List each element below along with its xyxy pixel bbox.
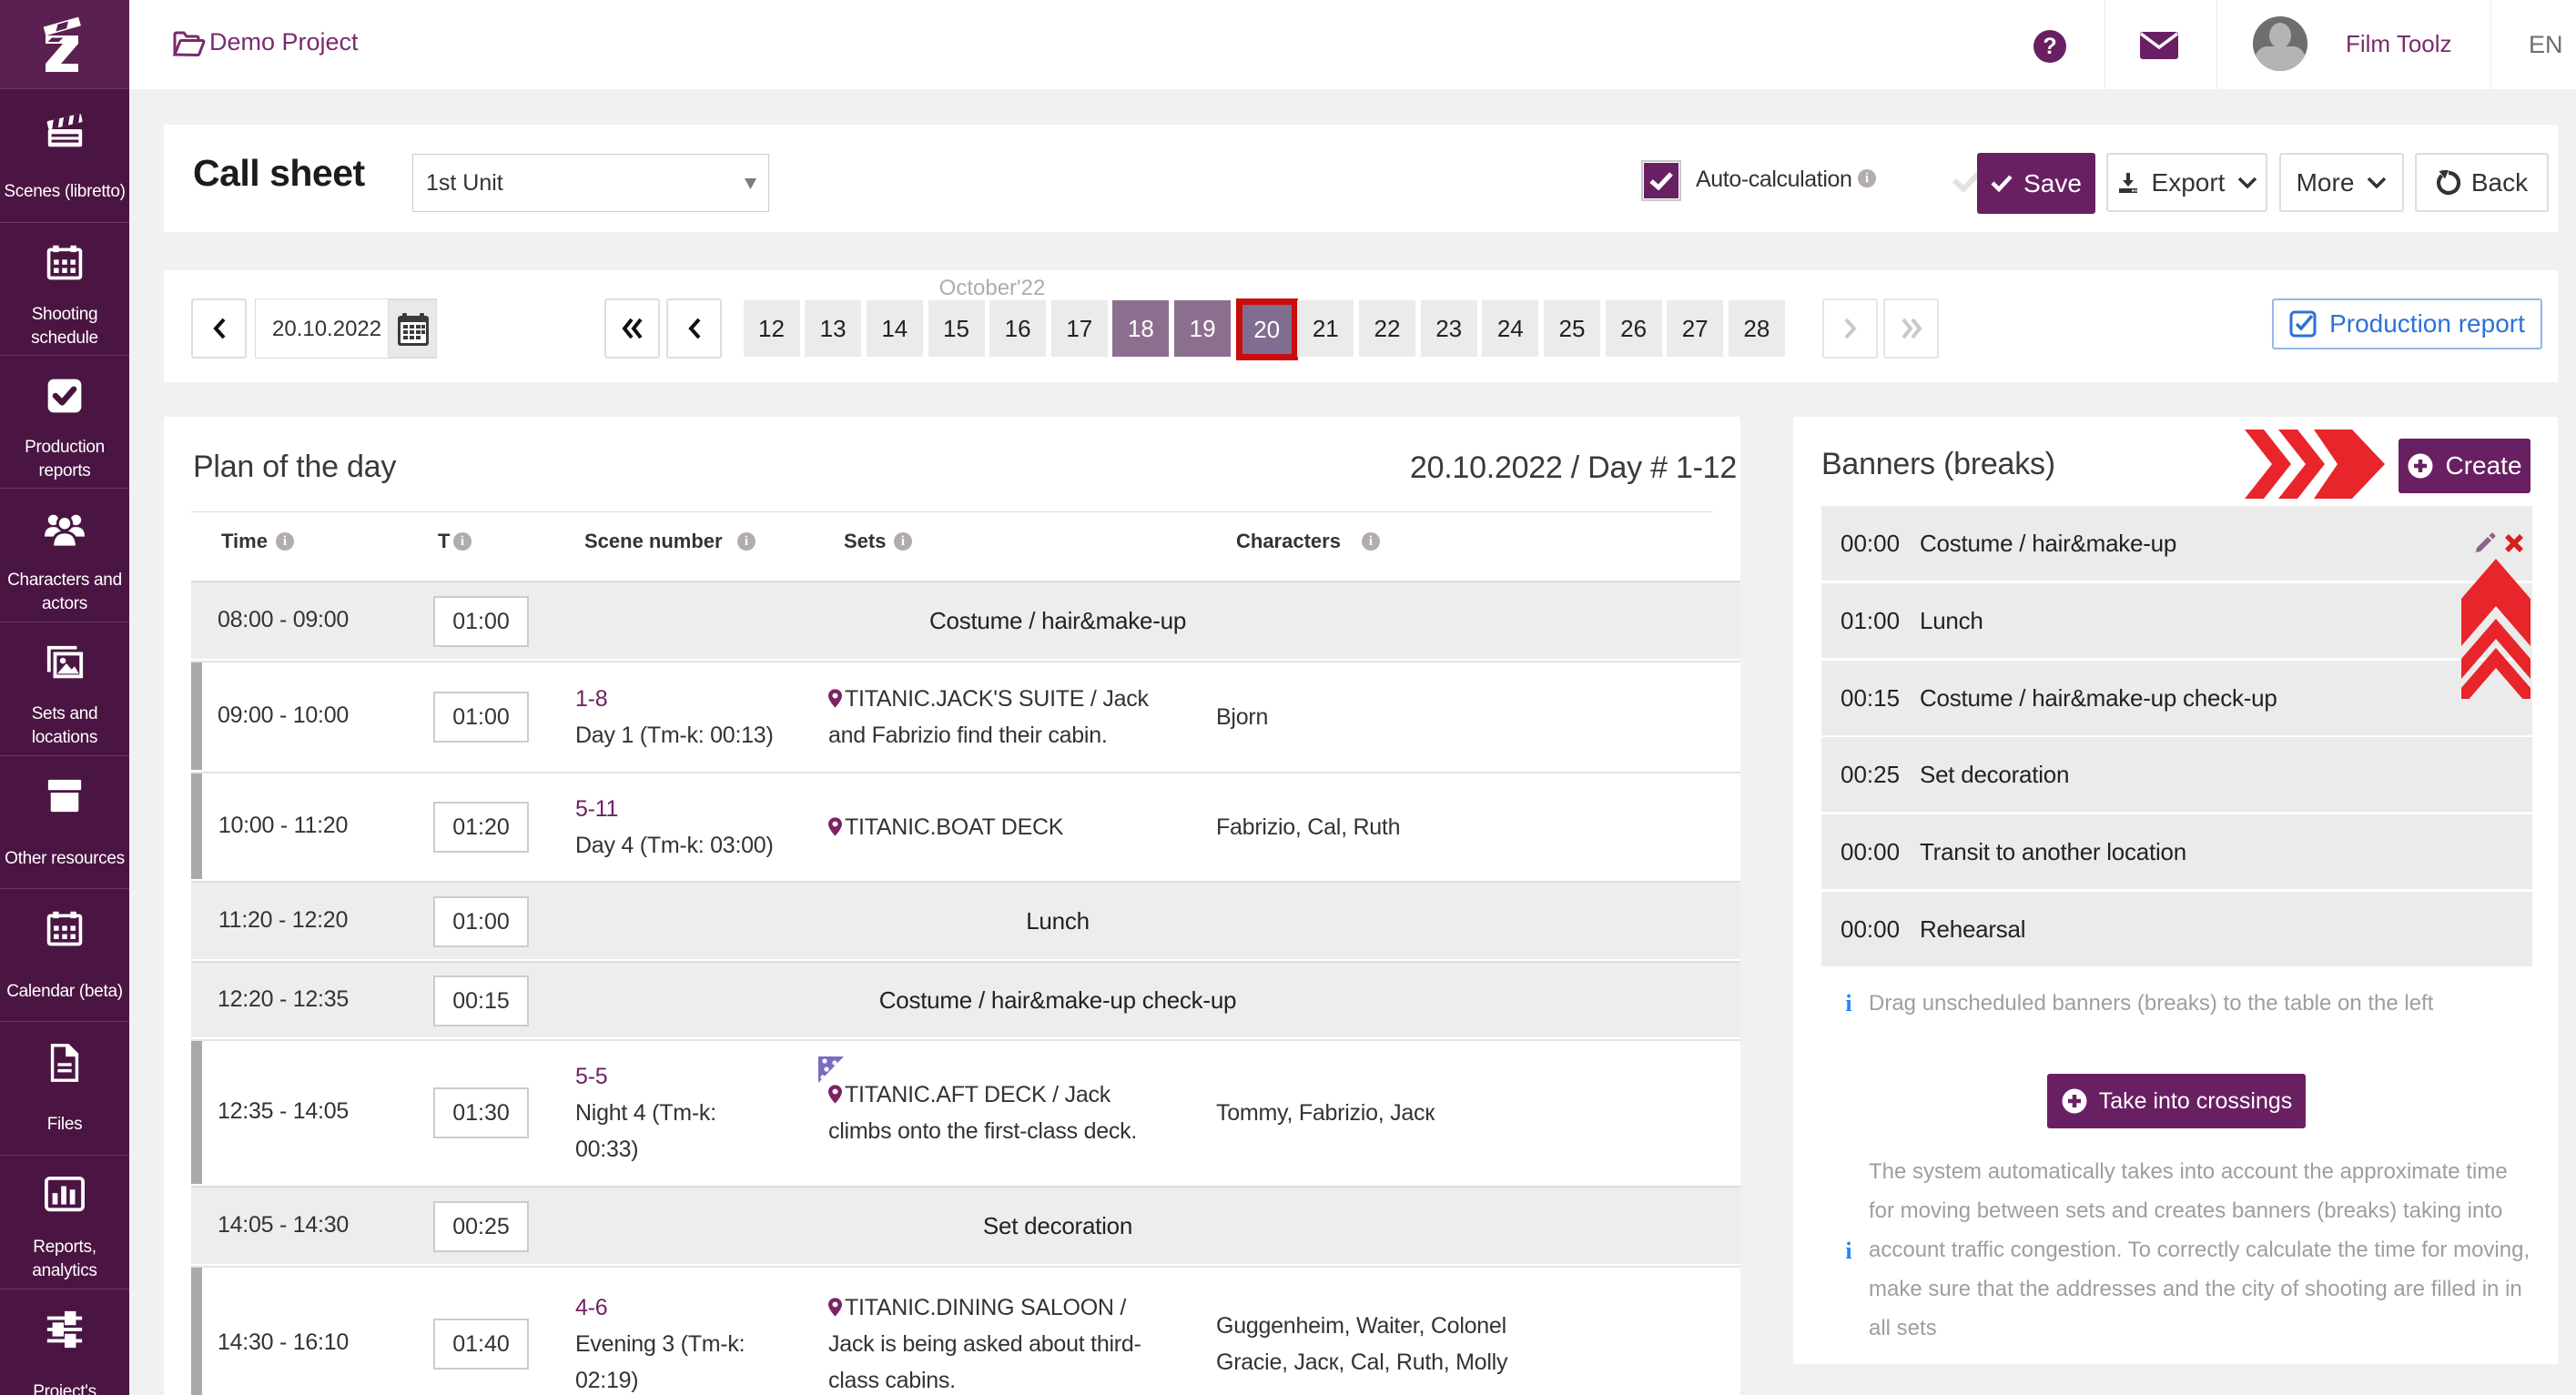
svg-text:?: ? bbox=[2043, 34, 2056, 59]
